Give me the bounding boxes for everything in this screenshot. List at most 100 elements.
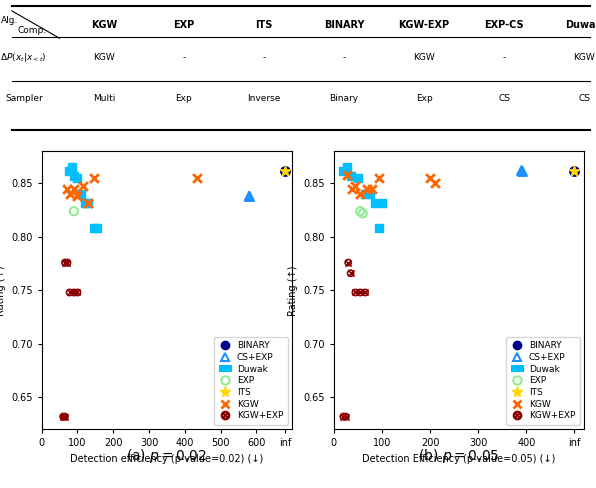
Point: [358, 209, 367, 217]
Point: [355, 190, 365, 198]
Point: [339, 413, 348, 421]
Point: [69, 172, 79, 180]
Point: [355, 288, 365, 296]
Text: Alg.: Alg.: [1, 16, 18, 25]
Point: [76, 190, 86, 198]
Point: [63, 259, 72, 266]
Point: [63, 259, 72, 266]
Point: [78, 182, 88, 189]
Point: [341, 413, 350, 421]
Point: [517, 166, 526, 174]
Point: [346, 269, 355, 277]
Point: [89, 224, 98, 232]
Point: [368, 185, 377, 193]
Text: Sampler: Sampler: [5, 94, 43, 103]
Point: [73, 192, 82, 200]
Text: -: -: [262, 53, 266, 62]
Point: [60, 413, 70, 421]
Text: KGW: KGW: [573, 53, 595, 62]
Point: [69, 185, 79, 193]
Point: [350, 288, 360, 296]
X-axis label: Detection efficiency (p-value=0.02) (↓): Detection efficiency (p-value=0.02) (↓): [70, 454, 263, 464]
Text: Multi: Multi: [93, 94, 115, 103]
Y-axis label: Rating (↑): Rating (↑): [287, 265, 297, 316]
Point: [361, 190, 370, 198]
Text: -: -: [502, 53, 505, 62]
Point: [346, 269, 355, 277]
Point: [244, 192, 254, 200]
Text: Exp: Exp: [415, 94, 432, 103]
Point: [375, 174, 384, 182]
Point: [244, 192, 254, 200]
Point: [346, 172, 355, 180]
Point: [343, 259, 353, 266]
Point: [355, 288, 365, 296]
Point: [353, 174, 362, 182]
Text: $\Delta P(x_t|x_{<t})$: $\Delta P(x_t|x_{<t})$: [1, 51, 47, 64]
Point: [65, 288, 74, 296]
Point: [370, 199, 380, 206]
Point: [361, 288, 370, 296]
Point: [67, 163, 77, 171]
Text: -: -: [182, 53, 185, 62]
Point: [347, 185, 357, 193]
Point: [62, 185, 72, 193]
Text: (b) $p = 0.05$: (b) $p = 0.05$: [418, 447, 499, 465]
Text: Binary: Binary: [330, 94, 359, 103]
Point: [58, 413, 68, 421]
Point: [280, 166, 290, 174]
Text: EXP: EXP: [173, 20, 194, 30]
Point: [426, 174, 435, 182]
Point: [350, 288, 360, 296]
Point: [92, 224, 102, 232]
Point: [60, 259, 70, 266]
Text: EXP-CS: EXP-CS: [484, 20, 524, 30]
Point: [377, 199, 387, 206]
Point: [280, 166, 290, 174]
Point: [365, 190, 375, 198]
Point: [69, 207, 79, 215]
Text: (a) $p = 0.02$: (a) $p = 0.02$: [126, 447, 207, 465]
Point: [69, 288, 79, 296]
Point: [64, 166, 73, 174]
Point: [73, 174, 82, 182]
Point: [80, 199, 89, 206]
Legend: BINARY, CS+EXP, Duwak, EXP, ITS, KGW, KGW+EXP: BINARY, CS+EXP, Duwak, EXP, ITS, KGW, KG…: [214, 337, 287, 425]
X-axis label: Detection Efficiency (p-value=0.05) (↓): Detection Efficiency (p-value=0.05) (↓): [362, 454, 555, 464]
Text: CS: CS: [498, 94, 510, 103]
Point: [343, 171, 352, 179]
Point: [430, 180, 440, 187]
Point: [193, 174, 202, 182]
Point: [517, 166, 526, 174]
Legend: BINARY, CS+EXP, Duwak, EXP, ITS, KGW, KGW+EXP: BINARY, CS+EXP, Duwak, EXP, ITS, KGW, KG…: [506, 337, 579, 425]
Point: [339, 413, 348, 421]
Text: BINARY: BINARY: [324, 20, 364, 30]
Point: [339, 166, 348, 174]
Point: [355, 207, 365, 215]
Point: [83, 199, 93, 206]
Text: -: -: [342, 53, 346, 62]
Point: [73, 288, 82, 296]
Text: Inverse: Inverse: [247, 94, 281, 103]
Point: [343, 163, 352, 171]
Point: [361, 288, 370, 296]
Point: [570, 166, 579, 174]
Point: [363, 185, 372, 193]
Y-axis label: Rating (↑): Rating (↑): [0, 265, 5, 316]
Point: [350, 182, 360, 189]
Point: [343, 259, 353, 266]
Text: KGW-EXP: KGW-EXP: [399, 20, 449, 30]
Text: Comp.: Comp.: [18, 25, 47, 35]
Point: [83, 199, 93, 206]
Point: [58, 413, 68, 421]
Text: Exp: Exp: [176, 94, 193, 103]
Point: [570, 166, 579, 174]
Text: Duwak: Duwak: [566, 20, 596, 30]
Point: [375, 224, 384, 232]
Point: [65, 288, 74, 296]
Point: [60, 259, 70, 266]
Text: CS: CS: [578, 94, 590, 103]
Point: [341, 413, 350, 421]
Text: KGW: KGW: [93, 53, 115, 62]
Point: [73, 288, 82, 296]
